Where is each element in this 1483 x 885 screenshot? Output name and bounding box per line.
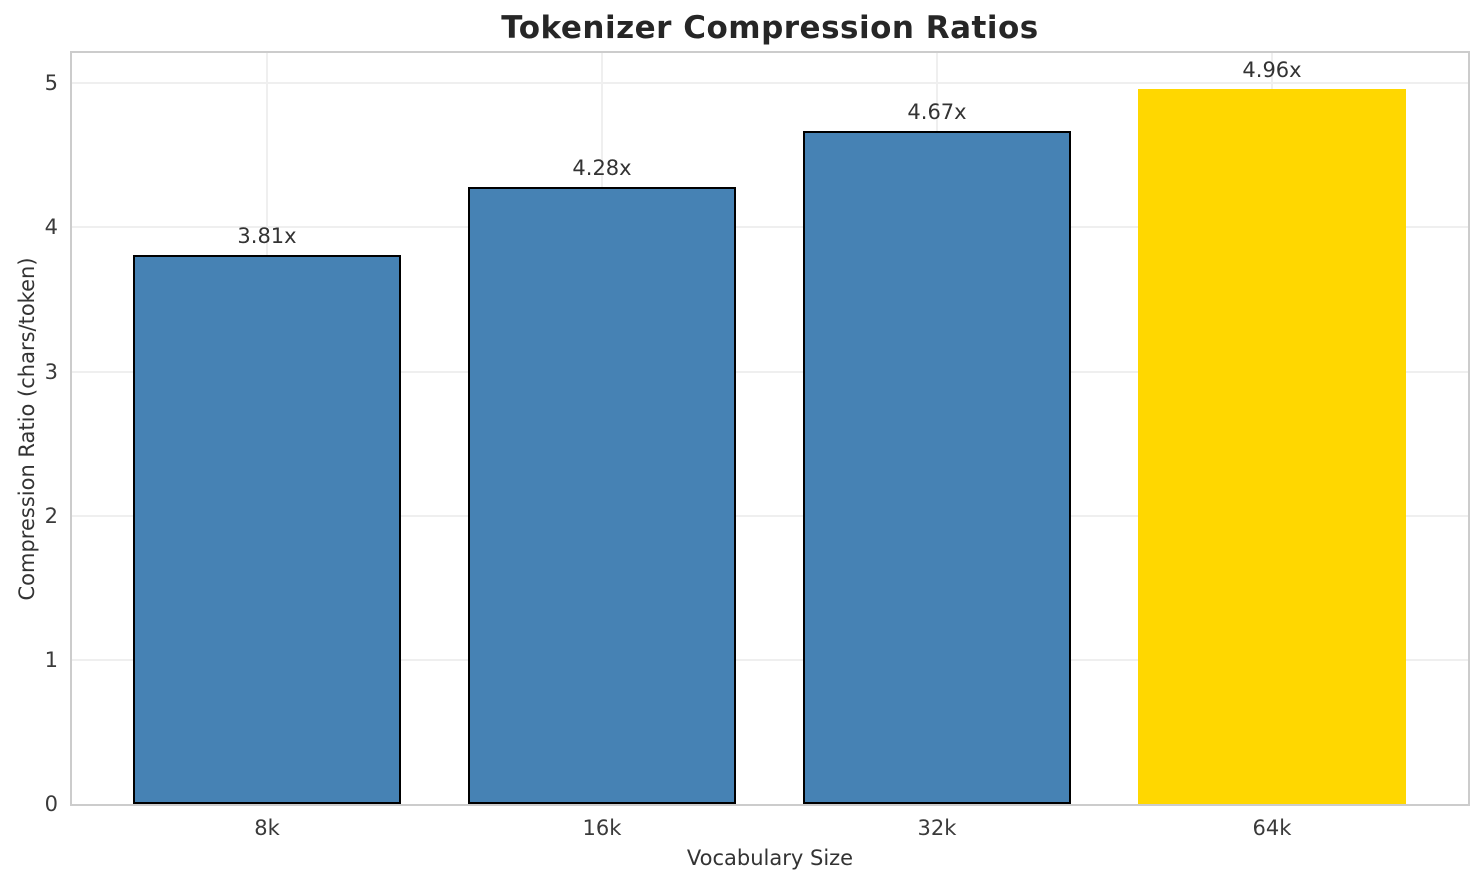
h-gridline	[72, 82, 1468, 85]
h-gridline	[72, 370, 1468, 373]
h-gridline	[72, 514, 1468, 517]
y-tick-label: 3	[44, 359, 58, 384]
h-gridline	[72, 226, 1468, 229]
bar-value-label: 4.67x	[907, 99, 967, 124]
y-axis-label: Compression Ratio (chars/token)	[15, 257, 39, 601]
bar-8k	[133, 254, 401, 804]
bar-value-label: 4.28x	[572, 156, 632, 181]
x-tick-label: 16k	[582, 816, 622, 840]
x-tick-label: 8k	[254, 816, 280, 840]
x-axis-label: Vocabulary Size	[686, 846, 854, 870]
y-tick-label: 1	[44, 647, 58, 672]
bar-32k	[803, 130, 1071, 804]
x-tick-label: 32k	[917, 816, 957, 840]
bar-16k	[468, 187, 736, 804]
y-tick-label: 0	[44, 792, 58, 816]
bar-value-label: 3.81x	[237, 223, 297, 248]
h-gridline	[72, 658, 1468, 661]
chart-title: Tokenizer Compression Ratios	[501, 10, 1039, 46]
plot-area: 0 1 2 3 4 5 3.81x 8k 4.28x 16k 4.67x 32k 4.96x 64k	[45, 51, 1470, 840]
y-tick-label: 5	[44, 71, 58, 96]
bar-64k	[1138, 89, 1406, 804]
bar-value-label: 4.96x	[1242, 58, 1302, 83]
x-tick-label: 64k	[1252, 816, 1292, 840]
y-tick-label: 4	[44, 215, 58, 240]
y-tick-label: 2	[44, 503, 58, 528]
